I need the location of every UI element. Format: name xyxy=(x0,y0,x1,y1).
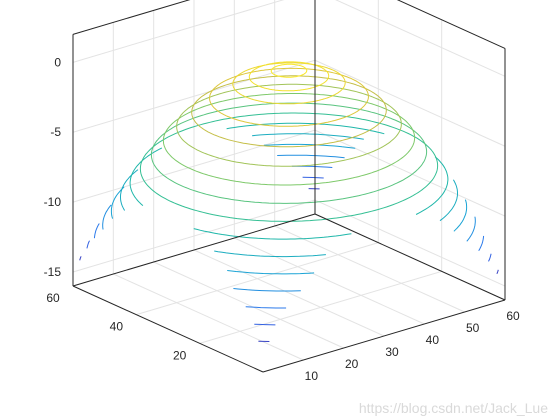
contour-line xyxy=(150,102,428,204)
box-edge xyxy=(396,0,506,49)
contour-line xyxy=(176,83,402,167)
contour-line xyxy=(270,63,308,78)
x-tick-label: 20 xyxy=(345,357,359,371)
wall-grid-z2 xyxy=(335,0,506,77)
floor-grid-y xyxy=(199,270,442,344)
contour-line xyxy=(252,133,364,140)
z-tick-label: -10 xyxy=(44,195,62,209)
wall-grid-z xyxy=(72,0,285,63)
y-tick-label: 20 xyxy=(173,348,187,362)
contour-line xyxy=(193,228,352,240)
box-edge xyxy=(72,0,191,35)
wall-grid-z2 xyxy=(314,199,506,287)
contour-line xyxy=(129,147,163,206)
contour-line xyxy=(93,223,100,239)
box-edge xyxy=(314,213,506,301)
contour-line xyxy=(102,204,112,230)
contour-line xyxy=(415,156,449,215)
box-edge xyxy=(72,213,316,287)
x-tick-label: 40 xyxy=(426,333,440,347)
contour-line xyxy=(86,240,90,249)
contour-line xyxy=(466,216,476,242)
contour-line xyxy=(232,62,346,105)
x-tick-label: 50 xyxy=(466,321,480,335)
floor-grid-x xyxy=(113,273,304,361)
contour-line xyxy=(254,323,276,326)
contour-line xyxy=(226,122,385,135)
grid-layer xyxy=(72,0,506,361)
contour-line xyxy=(248,61,330,92)
tick-labels: 10 20 30 40 50 60 20 40 60 0 -5 -10 -15 xyxy=(44,55,520,383)
box-edge xyxy=(262,299,506,373)
floor-grid-x xyxy=(193,249,385,337)
wall-grid-z2 xyxy=(314,129,506,217)
wall-grid-z2 xyxy=(314,59,506,147)
z-tick-label: -5 xyxy=(50,125,61,139)
contour-line xyxy=(233,288,301,292)
floor-grid-x xyxy=(153,261,344,349)
contour-line xyxy=(302,176,324,179)
contour-line xyxy=(110,186,125,219)
z-tick-label: 0 xyxy=(54,55,61,69)
x-tick-label: 30 xyxy=(385,345,399,359)
contour-line xyxy=(120,169,139,211)
contour-line xyxy=(79,256,82,261)
contour-line xyxy=(227,270,315,275)
wall-grid-z xyxy=(72,129,316,203)
contour-line xyxy=(488,253,492,262)
contour-line xyxy=(214,250,326,258)
contour-line xyxy=(439,179,458,222)
axes-box xyxy=(72,0,506,373)
contour-line xyxy=(209,67,369,127)
contour-line xyxy=(191,75,387,148)
x-tick-label: 60 xyxy=(506,309,520,323)
y-tick-label: 60 xyxy=(46,291,60,305)
contour-line xyxy=(478,235,485,251)
z-tick-label: -15 xyxy=(44,265,62,279)
watermark: https://blog.csdn.net/Jack_Lue xyxy=(358,400,548,416)
x-tick-label: 10 xyxy=(305,369,319,383)
contour-line xyxy=(162,93,416,186)
contour-line xyxy=(453,199,468,232)
contour-line xyxy=(277,154,345,159)
wall-grid-z xyxy=(72,199,316,273)
y-tick-label: 40 xyxy=(110,320,124,334)
box-edge xyxy=(72,285,264,373)
contour-lines xyxy=(79,61,499,342)
contour-line xyxy=(139,112,439,222)
wall-grid-z xyxy=(72,59,316,133)
floor-grid-x xyxy=(234,237,425,325)
floor-grid-y xyxy=(136,242,379,316)
contour-line xyxy=(263,143,356,149)
contour-line xyxy=(245,306,287,309)
floor-grid-x xyxy=(274,225,465,313)
contour-line xyxy=(496,269,499,274)
